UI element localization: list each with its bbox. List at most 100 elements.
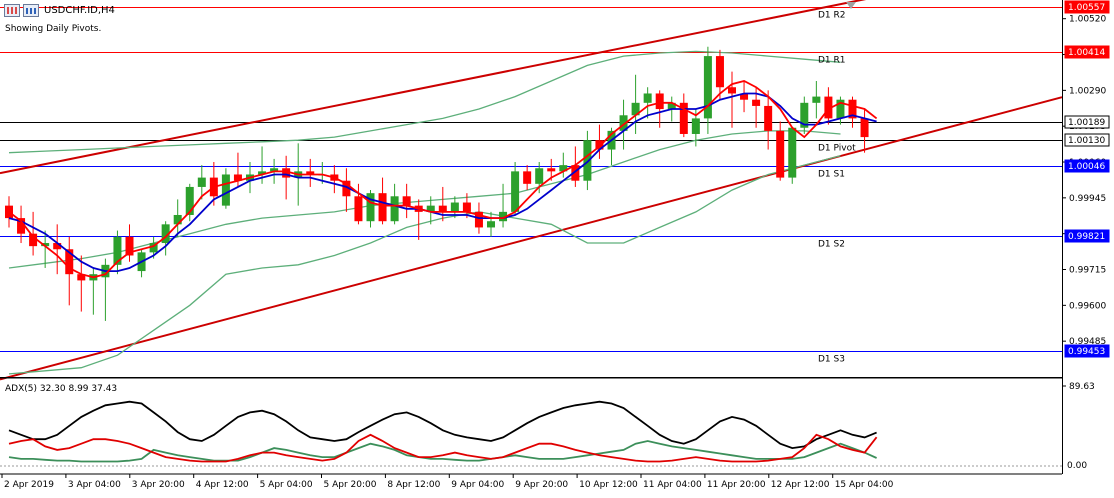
candle[interactable] <box>511 162 520 215</box>
candle-body[interactable] <box>65 249 74 275</box>
candle-body[interactable] <box>41 243 50 247</box>
candle-body[interactable] <box>559 165 568 172</box>
candle-body[interactable] <box>438 205 447 212</box>
candle-body[interactable] <box>836 99 845 119</box>
candle-body[interactable] <box>728 87 736 94</box>
candle[interactable] <box>812 81 821 119</box>
candle[interactable] <box>715 49 724 100</box>
candle[interactable] <box>631 74 640 134</box>
candle[interactable] <box>836 96 845 125</box>
candle[interactable] <box>342 168 351 212</box>
candlesticks[interactable] <box>5 46 869 321</box>
pivot-price-tag[interactable]: 1.00557 <box>1064 0 1110 14</box>
candle-body[interactable] <box>848 99 857 119</box>
candle[interactable] <box>197 165 206 200</box>
candle-body[interactable] <box>788 127 797 178</box>
candle-body[interactable] <box>306 171 315 175</box>
candle-body[interactable] <box>17 218 26 234</box>
candle-body[interactable] <box>631 102 640 116</box>
candle[interactable] <box>402 183 411 219</box>
pivot-price-tag[interactable]: 0.99821 <box>1064 229 1110 243</box>
candle[interactable] <box>559 152 568 178</box>
candle-body[interactable] <box>462 202 471 212</box>
candle-body[interactable] <box>752 99 761 106</box>
candle-body[interactable] <box>511 171 520 212</box>
candle[interactable] <box>306 158 315 187</box>
candle-body[interactable] <box>113 236 122 265</box>
candle-body[interactable] <box>233 174 242 181</box>
candle-body[interactable] <box>450 202 459 212</box>
pivot-price-tag[interactable]: 1.00130 <box>1064 133 1110 147</box>
candle[interactable] <box>800 96 809 134</box>
candle-body[interactable] <box>812 96 821 103</box>
candle-body[interactable] <box>523 171 532 184</box>
candle[interactable] <box>125 224 134 262</box>
candle-body[interactable] <box>173 214 182 225</box>
candle[interactable] <box>185 183 194 222</box>
candle[interactable] <box>860 109 869 153</box>
candle[interactable] <box>113 230 122 275</box>
trendline[interactable] <box>0 96 1063 381</box>
candle[interactable] <box>161 221 170 256</box>
candle-body[interactable] <box>547 168 556 172</box>
bar-chart-icon[interactable] <box>23 4 39 17</box>
candle[interactable] <box>583 130 592 191</box>
pivot-price-tag[interactable]: 0.99453 <box>1064 344 1110 358</box>
candle[interactable] <box>571 146 580 187</box>
candle-body[interactable] <box>378 193 387 222</box>
candle[interactable] <box>173 199 182 237</box>
candle-body[interactable] <box>487 221 495 228</box>
candle-body[interactable] <box>703 56 712 119</box>
candle-body[interactable] <box>149 243 158 253</box>
candle[interactable] <box>354 183 363 225</box>
candle-body[interactable] <box>390 196 399 222</box>
candle[interactable] <box>595 124 604 159</box>
candle-body[interactable] <box>583 140 592 181</box>
time-axis[interactable]: 2 Apr 2019 3 Apr 04:00 3 Apr 20:00 4 Apr 12… <box>0 473 1062 490</box>
candle-body[interactable] <box>571 165 580 181</box>
candle-body[interactable] <box>77 274 86 281</box>
candle[interactable] <box>487 211 495 237</box>
candle[interactable] <box>764 90 773 150</box>
price-axis[interactable]: 1.005201.004051.002901.001751.000600.999… <box>846 0 1110 358</box>
candle-body[interactable] <box>221 174 230 206</box>
candle[interactable] <box>5 196 13 228</box>
candle[interactable] <box>390 183 399 225</box>
candle-body[interactable] <box>740 93 749 100</box>
candle-body[interactable] <box>354 196 363 222</box>
candle-body[interactable] <box>5 205 13 219</box>
candle-body[interactable] <box>679 102 688 134</box>
candle-body[interactable] <box>764 105 773 131</box>
candle[interactable] <box>366 190 375 228</box>
candle[interactable] <box>776 121 785 181</box>
candle-body[interactable] <box>655 93 664 110</box>
candle[interactable] <box>728 71 736 128</box>
candle[interactable] <box>221 168 230 209</box>
candle[interactable] <box>53 224 62 275</box>
candle[interactable] <box>282 155 291 200</box>
candle[interactable] <box>17 205 26 244</box>
candle-body[interactable] <box>691 118 700 134</box>
candle[interactable] <box>65 236 74 306</box>
candle-body[interactable] <box>270 168 279 172</box>
candle-body[interactable] <box>499 211 508 222</box>
candle[interactable] <box>655 90 664 128</box>
candle-body[interactable] <box>667 102 676 110</box>
candle[interactable] <box>824 87 833 125</box>
trendlines[interactable] <box>0 0 1063 381</box>
candle-body[interactable] <box>161 224 170 244</box>
candle[interactable] <box>740 81 749 113</box>
candle[interactable] <box>523 165 532 191</box>
candle[interactable] <box>41 230 50 268</box>
candle-body[interactable] <box>595 140 604 150</box>
chart-shift-marker[interactable] <box>846 2 856 9</box>
candle-body[interactable] <box>185 186 194 215</box>
candle-body[interactable] <box>342 180 351 197</box>
candle-body[interactable] <box>619 115 628 131</box>
candle[interactable] <box>788 127 797 184</box>
candle-body[interactable] <box>715 56 724 88</box>
current-price-tag[interactable]: 1.00189 <box>1064 115 1110 129</box>
candle[interactable] <box>643 87 652 119</box>
candle[interactable] <box>848 96 857 128</box>
